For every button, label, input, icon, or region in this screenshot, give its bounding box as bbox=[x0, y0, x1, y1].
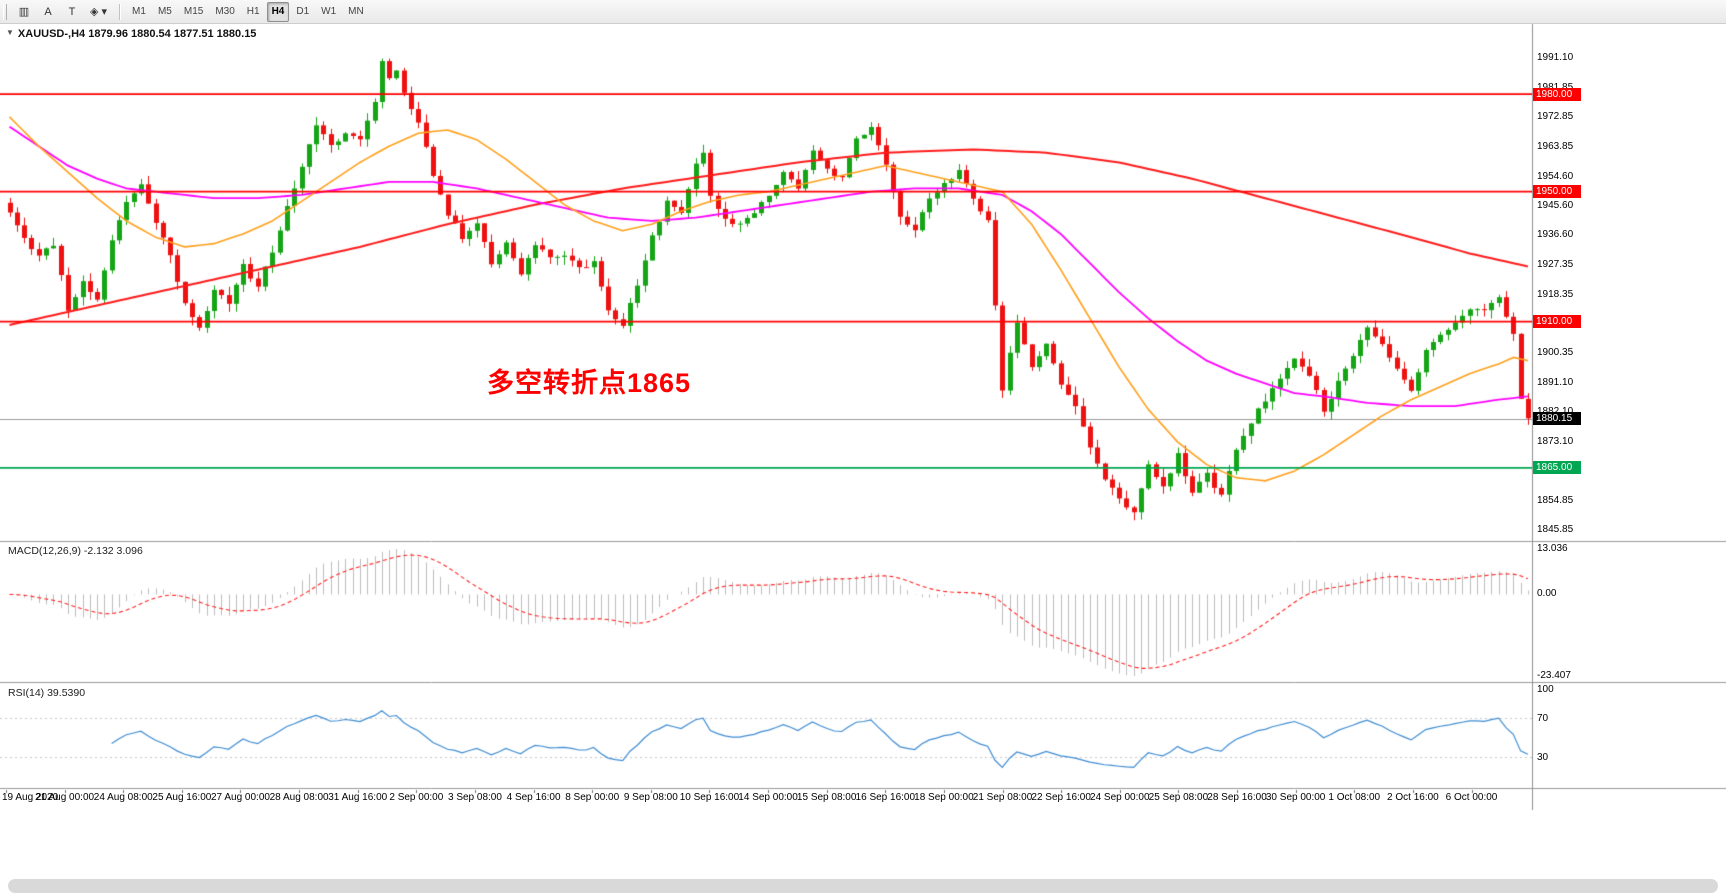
timeframe-button-M5[interactable]: M5 bbox=[157, 6, 172, 17]
timeframe-button-W1[interactable]: W1 bbox=[321, 6, 337, 17]
time-axis-label: 9 Sep 08:00 bbox=[623, 792, 678, 803]
time-axis-label: 21 Aug 00:00 bbox=[35, 792, 95, 803]
timeframe-button-M30[interactable]: M30 bbox=[215, 6, 235, 17]
price-level-badge-1910.00: 1910.00 bbox=[1533, 315, 1581, 329]
text-annotation-tool-button[interactable]: A bbox=[44, 5, 52, 18]
time-axis-label: 27 Aug 00:00 bbox=[210, 792, 270, 803]
price-tick-label: 1972.85 bbox=[1537, 111, 1574, 123]
time-axis-label: 18 Sep 00:00 bbox=[914, 792, 974, 803]
macd-scale-label: 0.00 bbox=[1537, 588, 1557, 600]
time-axis-label: 1 Oct 08:00 bbox=[1328, 792, 1381, 803]
toolbar-grip[interactable] bbox=[3, 3, 7, 20]
price-tick-label: 1936.60 bbox=[1537, 229, 1574, 241]
price-tick-label: 1981.85 bbox=[1537, 82, 1573, 93]
chart-annotation-text: 多空转折点1865 bbox=[487, 368, 692, 398]
price-tick-label: 1873.10 bbox=[1537, 435, 1574, 447]
time-axis-label: 21 Sep 08:00 bbox=[972, 792, 1033, 803]
time-axis-label: 24 Sep 00:00 bbox=[1090, 792, 1150, 803]
rsi-scale-label: 70 bbox=[1537, 713, 1549, 725]
time-axis-label: 4 Sep 16:00 bbox=[506, 792, 561, 803]
time-axis-label: 28 Aug 08:00 bbox=[269, 792, 329, 803]
time-axis-label: 30 Sep 00:00 bbox=[1265, 792, 1326, 803]
time-axis-label: 10 Sep 16:00 bbox=[679, 792, 740, 803]
macd-indicator-label: MACD(12,26,9) -2.132 3.096 bbox=[8, 545, 143, 557]
time-axis-label: 2 Sep 00:00 bbox=[389, 792, 444, 803]
time-axis-label: 15 Sep 08:00 bbox=[796, 792, 857, 803]
timeframe-button-M1[interactable]: M1 bbox=[132, 6, 146, 17]
shapes-tool-button[interactable]: ◈ ▾ bbox=[90, 6, 108, 18]
symbol-ohlc-text: XAUUSD-,H4 1879.96 1880.54 1877.51 1880.… bbox=[17, 28, 257, 40]
macd-scale-label: 13.036 bbox=[1537, 543, 1568, 554]
timeframe-button-H1[interactable]: H1 bbox=[246, 6, 260, 17]
chart-title: ▼ XAUUSD-,H4 1879.96 1880.54 1877.51 1880… bbox=[6, 28, 256, 40]
timeframe-button-D1[interactable]: D1 bbox=[296, 6, 310, 17]
toolbar-separator bbox=[119, 3, 121, 20]
price-tick-label: 1891.10 bbox=[1537, 377, 1574, 389]
price-level-badge-1865.00: 1865.00 bbox=[1533, 461, 1581, 475]
price-tick-label: 1854.85 bbox=[1537, 494, 1574, 506]
timeframe-button-H4[interactable]: H4 bbox=[266, 1, 290, 22]
price-tick-label: 1882.10 bbox=[1537, 406, 1573, 417]
font-tool-button[interactable]: T bbox=[68, 5, 76, 18]
price-tick-label: 1945.60 bbox=[1537, 199, 1574, 211]
price-tick-label: 1991.10 bbox=[1537, 52, 1574, 64]
expand-arrow-icon[interactable]: ▼ bbox=[6, 28, 14, 37]
time-axis-label: 2 Oct 16:00 bbox=[1387, 792, 1439, 803]
time-axis-label: 31 Aug 16:00 bbox=[328, 792, 388, 803]
time-axis-label: 14 Sep 00:00 bbox=[738, 792, 798, 803]
price-tick-label: 1845.85 bbox=[1537, 524, 1574, 536]
price-tick-label: 1900.35 bbox=[1537, 347, 1574, 358]
time-axis-label: 6 Oct 00:00 bbox=[1445, 792, 1498, 803]
time-axis-label: 19 Aug 2020 bbox=[2, 792, 59, 803]
drawing-tools-group: ▥ A T ◈ ▾ bbox=[12, 2, 113, 22]
current-price-badge: 1880.15 bbox=[1533, 412, 1581, 426]
price-tick-label: 1927.35 bbox=[1537, 259, 1574, 271]
price-tick-label: 1954.60 bbox=[1537, 170, 1574, 182]
chart-type-tool-button[interactable]: ▥ bbox=[18, 6, 30, 18]
time-axis-label: 28 Sep 16:00 bbox=[1207, 792, 1267, 803]
time-axis-label: 25 Sep 08:00 bbox=[1148, 792, 1209, 803]
price-level-badge-1950.00: 1950.00 bbox=[1533, 185, 1581, 199]
time-axis-label: 25 Aug 16:00 bbox=[152, 792, 212, 803]
time-axis-label: 22 Sep 16:00 bbox=[1031, 792, 1091, 803]
timeframe-button-MN[interactable]: MN bbox=[348, 6, 364, 17]
time-axis-label: 16 Sep 16:00 bbox=[855, 792, 916, 803]
rsi-scale-label: 100 bbox=[1537, 684, 1554, 695]
time-axis-label: 8 Sep 00:00 bbox=[565, 792, 620, 803]
price-level-badge-1980.00: 1980.00 bbox=[1533, 87, 1581, 101]
macd-scale-label: -23.407 bbox=[1537, 670, 1571, 681]
toolbar: ▥ A T ◈ ▾ M1 M5 M15 M30 H1 H4 D1 W1 MN bbox=[0, 0, 1726, 24]
rsi-scale-label: 30 bbox=[1537, 751, 1549, 763]
timeframe-group: M1 M5 M15 M30 H1 H4 D1 W1 MN bbox=[126, 1, 370, 22]
time-axis-label: 3 Sep 08:00 bbox=[447, 792, 502, 803]
price-tick-label: 1963.85 bbox=[1537, 140, 1574, 152]
horizontal-scrollbar-thumb[interactable] bbox=[8, 879, 1718, 893]
timeframe-button-M15[interactable]: M15 bbox=[183, 6, 204, 17]
rsi-indicator-label: RSI(14) 39.5390 bbox=[8, 687, 86, 699]
price-tick-label: 1918.35 bbox=[1537, 288, 1574, 300]
time-axis-label: 24 Aug 08:00 bbox=[93, 792, 153, 803]
